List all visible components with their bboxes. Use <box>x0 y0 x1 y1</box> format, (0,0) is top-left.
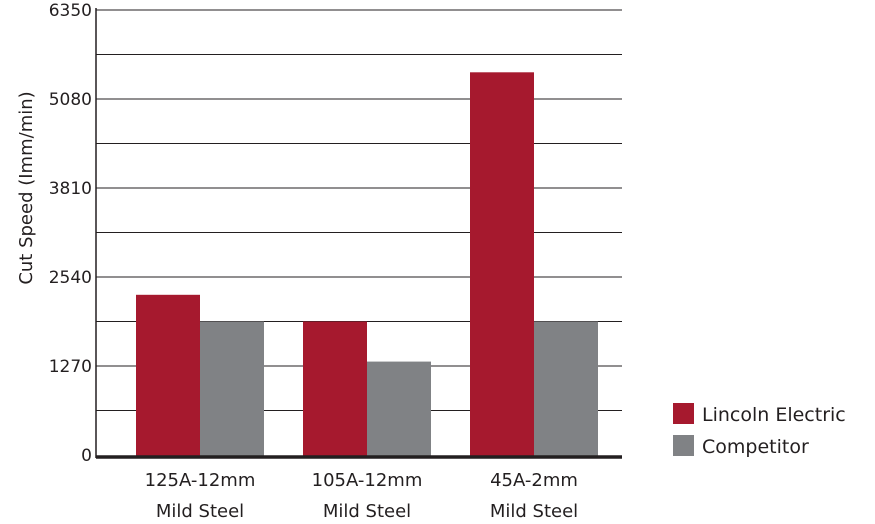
bar-competitor <box>367 361 431 456</box>
y-tick-label: 0 <box>81 446 92 466</box>
y-tick-labels: 0 1270 2540 3810 5080 6350 <box>49 1 92 466</box>
bar-lincoln-electric <box>303 321 367 456</box>
y-tick-label: 3810 <box>49 179 92 199</box>
x-category-label: 45A-2mm <box>490 470 578 491</box>
legend: Lincoln Electric Competitor <box>673 403 846 458</box>
bar-lincoln-electric <box>470 72 534 457</box>
bar-competitor <box>534 321 598 456</box>
y-tick-label: 2540 <box>49 268 92 288</box>
x-category-labels: 125A-12mm Mild Steel 105A-12mm Mild Steel 45… <box>145 470 579 522</box>
x-category-label: 105A-12mm <box>312 470 423 491</box>
y-tick-label: 5080 <box>49 90 92 110</box>
x-category-label: Mild Steel <box>490 501 578 522</box>
legend-swatch <box>673 435 694 456</box>
bar-competitor <box>200 321 264 456</box>
legend-swatch <box>673 403 694 424</box>
y-tick-label: 1270 <box>49 357 92 377</box>
x-category-label: Mild Steel <box>156 501 244 522</box>
x-category-label: Mild Steel <box>323 501 411 522</box>
x-category-label: 125A-12mm <box>145 470 256 491</box>
bar-lincoln-electric <box>136 294 200 456</box>
y-axis-label: Cut Speed (Imm/min) <box>16 91 37 284</box>
y-tick-label: 6350 <box>49 1 92 21</box>
legend-label: Competitor <box>702 436 809 458</box>
bars <box>136 72 598 457</box>
legend-label: Lincoln Electric <box>702 404 846 426</box>
